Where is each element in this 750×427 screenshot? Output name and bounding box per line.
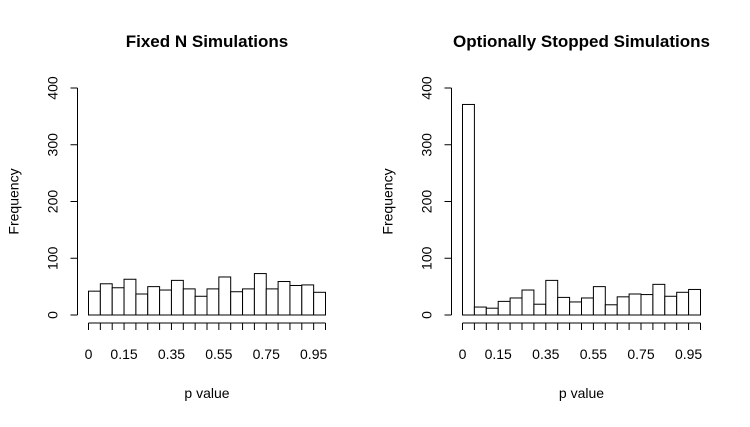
y-tick-label: 400 bbox=[419, 76, 435, 100]
histogram-bar bbox=[313, 291, 326, 316]
bars bbox=[462, 103, 701, 316]
histogram-bar bbox=[123, 278, 137, 316]
y-tick-label: 300 bbox=[419, 133, 435, 157]
y-tick-label: 300 bbox=[45, 133, 61, 157]
histogram-bar bbox=[289, 284, 303, 316]
histogram-bar bbox=[253, 273, 267, 316]
histogram-bar bbox=[182, 288, 196, 316]
chart-title: Fixed N Simulations bbox=[126, 32, 288, 51]
histogram-bar bbox=[652, 283, 666, 316]
x-tick-label: 0 bbox=[459, 346, 467, 362]
y-axis-label: Frequency bbox=[6, 168, 22, 234]
histogram-bar bbox=[485, 307, 499, 316]
x-tick-label: 0.55 bbox=[205, 346, 232, 362]
histogram-bar bbox=[194, 295, 208, 316]
histogram-bar bbox=[111, 287, 125, 316]
y-axis: 0 100 200 300 400 bbox=[45, 76, 78, 319]
histogram-bar bbox=[545, 279, 559, 316]
y-tick-label: 0 bbox=[45, 311, 61, 319]
x-tick-label: 0.55 bbox=[580, 346, 607, 362]
histogram-bar bbox=[497, 300, 511, 316]
optionally-stopped-histogram-panel: Optionally Stopped Simulations p value F… bbox=[380, 32, 710, 401]
histogram-bar bbox=[664, 295, 678, 316]
histogram-bar bbox=[509, 297, 523, 316]
histogram-bar bbox=[676, 291, 690, 316]
histogram-bar bbox=[301, 284, 315, 316]
histogram-bar bbox=[135, 293, 149, 316]
y-tick-label: 200 bbox=[45, 190, 61, 214]
histogram-bar bbox=[628, 293, 642, 316]
histogram-bar bbox=[159, 289, 172, 316]
histogram-bar bbox=[88, 290, 101, 316]
fixed-n-histogram-panel: Fixed N Simulations p value Frequency 0 1… bbox=[6, 32, 328, 401]
histogram-bar bbox=[557, 296, 571, 316]
histogram-bar bbox=[230, 291, 244, 316]
histogram-bar bbox=[462, 103, 475, 316]
histogram-bar bbox=[581, 297, 594, 316]
histogram-bar bbox=[533, 303, 547, 316]
x-tick-label: 0.75 bbox=[627, 346, 654, 362]
x-tick-label: 0.95 bbox=[300, 346, 327, 362]
histogram-bar bbox=[218, 276, 232, 316]
histogram-bar bbox=[592, 286, 606, 316]
histogram-bar bbox=[265, 288, 279, 316]
histogram-bar bbox=[616, 296, 630, 316]
histogram-bar bbox=[521, 289, 535, 316]
histogram-bar bbox=[688, 288, 701, 316]
y-tick-label: 0 bbox=[419, 311, 435, 319]
x-axis-label: p value bbox=[559, 385, 604, 401]
x-tick-label: 0.95 bbox=[675, 346, 702, 362]
y-tick-label: 100 bbox=[419, 246, 435, 270]
y-tick-label: 100 bbox=[45, 246, 61, 270]
histogram-bar bbox=[99, 283, 113, 316]
histogram-bar bbox=[147, 286, 161, 316]
y-axis: 0 100 200 300 400 bbox=[419, 76, 452, 319]
histogram-bar bbox=[640, 294, 654, 316]
x-tick-label: 0.35 bbox=[158, 346, 185, 362]
x-axis-label: p value bbox=[184, 385, 229, 401]
histogram-bar bbox=[206, 288, 220, 316]
histogram-bar bbox=[170, 279, 184, 316]
y-tick-label: 400 bbox=[45, 76, 61, 100]
x-axis: 0 0.15 0.35 0.55 0.75 0.95 bbox=[459, 322, 702, 362]
x-tick-label: 0.15 bbox=[485, 346, 512, 362]
x-tick-label: 0.35 bbox=[532, 346, 559, 362]
x-axis: 0 0.15 0.35 0.55 0.75 0.95 bbox=[85, 322, 327, 362]
histogram-bar bbox=[569, 301, 582, 316]
histogram-bar bbox=[242, 288, 255, 316]
x-tick-label: 0.15 bbox=[110, 346, 137, 362]
histogram-bar bbox=[277, 281, 291, 316]
histogram-bar bbox=[473, 306, 487, 316]
histogram-bar bbox=[604, 304, 618, 316]
bars bbox=[88, 273, 326, 316]
x-tick-label: 0.75 bbox=[253, 346, 280, 362]
y-tick-label: 200 bbox=[419, 190, 435, 214]
y-axis-label: Frequency bbox=[380, 168, 396, 234]
x-tick-label: 0 bbox=[85, 346, 93, 362]
chart-title: Optionally Stopped Simulations bbox=[453, 32, 710, 51]
